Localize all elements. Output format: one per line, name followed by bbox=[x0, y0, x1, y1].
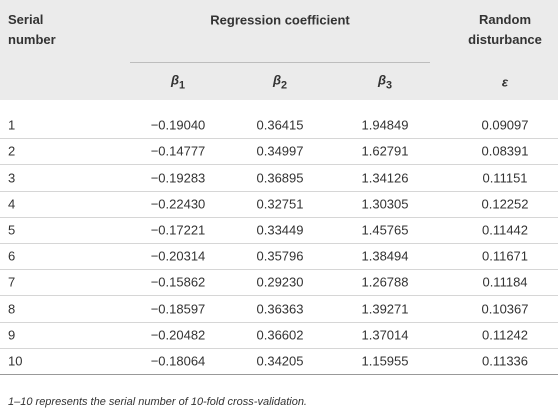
cell: −0.22430 bbox=[150, 196, 206, 212]
rule bbox=[0, 269, 558, 271]
cell: 0.09097 bbox=[481, 117, 529, 133]
symbol: ε bbox=[501, 74, 509, 90]
rule bbox=[0, 295, 558, 297]
cell: 1.62791 bbox=[361, 143, 409, 159]
subheader-cell: ε bbox=[502, 75, 508, 90]
symbol: β bbox=[272, 72, 282, 88]
subheader-cell: β2 bbox=[273, 73, 287, 92]
rule bbox=[130, 62, 430, 63]
rule bbox=[0, 138, 558, 140]
cell: −0.20314 bbox=[150, 248, 206, 264]
rule bbox=[0, 374, 558, 375]
cell: 0.12252 bbox=[481, 196, 529, 212]
cell: 0.36363 bbox=[256, 301, 304, 316]
footnote: 1–10 represents the serial number of 10-… bbox=[8, 396, 307, 408]
rule bbox=[0, 190, 558, 192]
cell: 0.11151 bbox=[482, 170, 528, 185]
cell: 1.45765 bbox=[361, 222, 409, 238]
rule bbox=[0, 243, 558, 244]
header-band bbox=[0, 0, 558, 100]
cell: −0.14777 bbox=[150, 143, 206, 159]
cell: 4 bbox=[8, 196, 16, 212]
cell: 1.30305 bbox=[361, 196, 409, 212]
cell: 0.36602 bbox=[256, 327, 304, 343]
cell: 0.32751 bbox=[256, 196, 304, 212]
header-cell: Random disturbance bbox=[468, 12, 542, 47]
rule bbox=[0, 347, 558, 349]
cell: 1.15955 bbox=[361, 353, 409, 369]
cell: 1 bbox=[8, 117, 16, 133]
header-cell: Regression coefficient bbox=[210, 12, 350, 28]
subheader-cell: β1 bbox=[171, 73, 185, 92]
symbol: β bbox=[377, 72, 387, 88]
cell: 1.38494 bbox=[361, 248, 409, 264]
cell: 0.36895 bbox=[256, 170, 304, 185]
cell: −0.15862 bbox=[150, 274, 206, 290]
cell: −0.18064 bbox=[150, 353, 206, 369]
cell: 0.33449 bbox=[256, 222, 304, 238]
cell: 0.34205 bbox=[256, 353, 304, 369]
subscript: 1 bbox=[179, 79, 186, 92]
cell: 0.08391 bbox=[481, 143, 529, 159]
cell: 3 bbox=[8, 170, 16, 185]
cell: −0.19283 bbox=[150, 170, 206, 185]
cell: 7 bbox=[8, 274, 16, 290]
cell: 1.39271 bbox=[361, 301, 409, 316]
subheader-cell: β3 bbox=[378, 73, 392, 92]
cell: −0.17221 bbox=[150, 222, 206, 238]
cell: 0.10367 bbox=[481, 301, 529, 316]
cell: 1.94849 bbox=[361, 117, 409, 133]
cell: 0.29230 bbox=[256, 274, 304, 290]
cell: 0.34997 bbox=[256, 143, 304, 159]
subscript: 2 bbox=[281, 79, 288, 92]
cell: 9 bbox=[8, 327, 16, 343]
symbol: β bbox=[170, 72, 180, 88]
cell: 0.11442 bbox=[481, 222, 529, 238]
rule bbox=[0, 216, 558, 218]
cell: 0.11184 bbox=[482, 274, 528, 290]
header-cell: Serial number bbox=[8, 12, 56, 47]
cell: 6 bbox=[8, 248, 16, 264]
cell: 5 bbox=[8, 222, 16, 238]
cell: 0.36415 bbox=[256, 117, 304, 133]
cell: 8 bbox=[8, 301, 16, 316]
cell: 0.11336 bbox=[481, 353, 529, 369]
cell: −0.19040 bbox=[150, 117, 206, 133]
cell: 1.26788 bbox=[361, 274, 409, 290]
rule bbox=[0, 164, 558, 166]
cell: 2 bbox=[8, 143, 16, 159]
cell: 1.34126 bbox=[361, 170, 409, 185]
cell: 0.35796 bbox=[256, 248, 304, 264]
cell: 0.11242 bbox=[481, 327, 529, 343]
cell: 1.37014 bbox=[361, 327, 409, 343]
cell: 10 bbox=[8, 353, 23, 369]
cell: −0.18597 bbox=[150, 301, 206, 316]
rule bbox=[0, 321, 558, 323]
cell: 0.11671 bbox=[481, 248, 529, 264]
subscript: 3 bbox=[386, 79, 393, 92]
cell: −0.20482 bbox=[150, 327, 206, 343]
